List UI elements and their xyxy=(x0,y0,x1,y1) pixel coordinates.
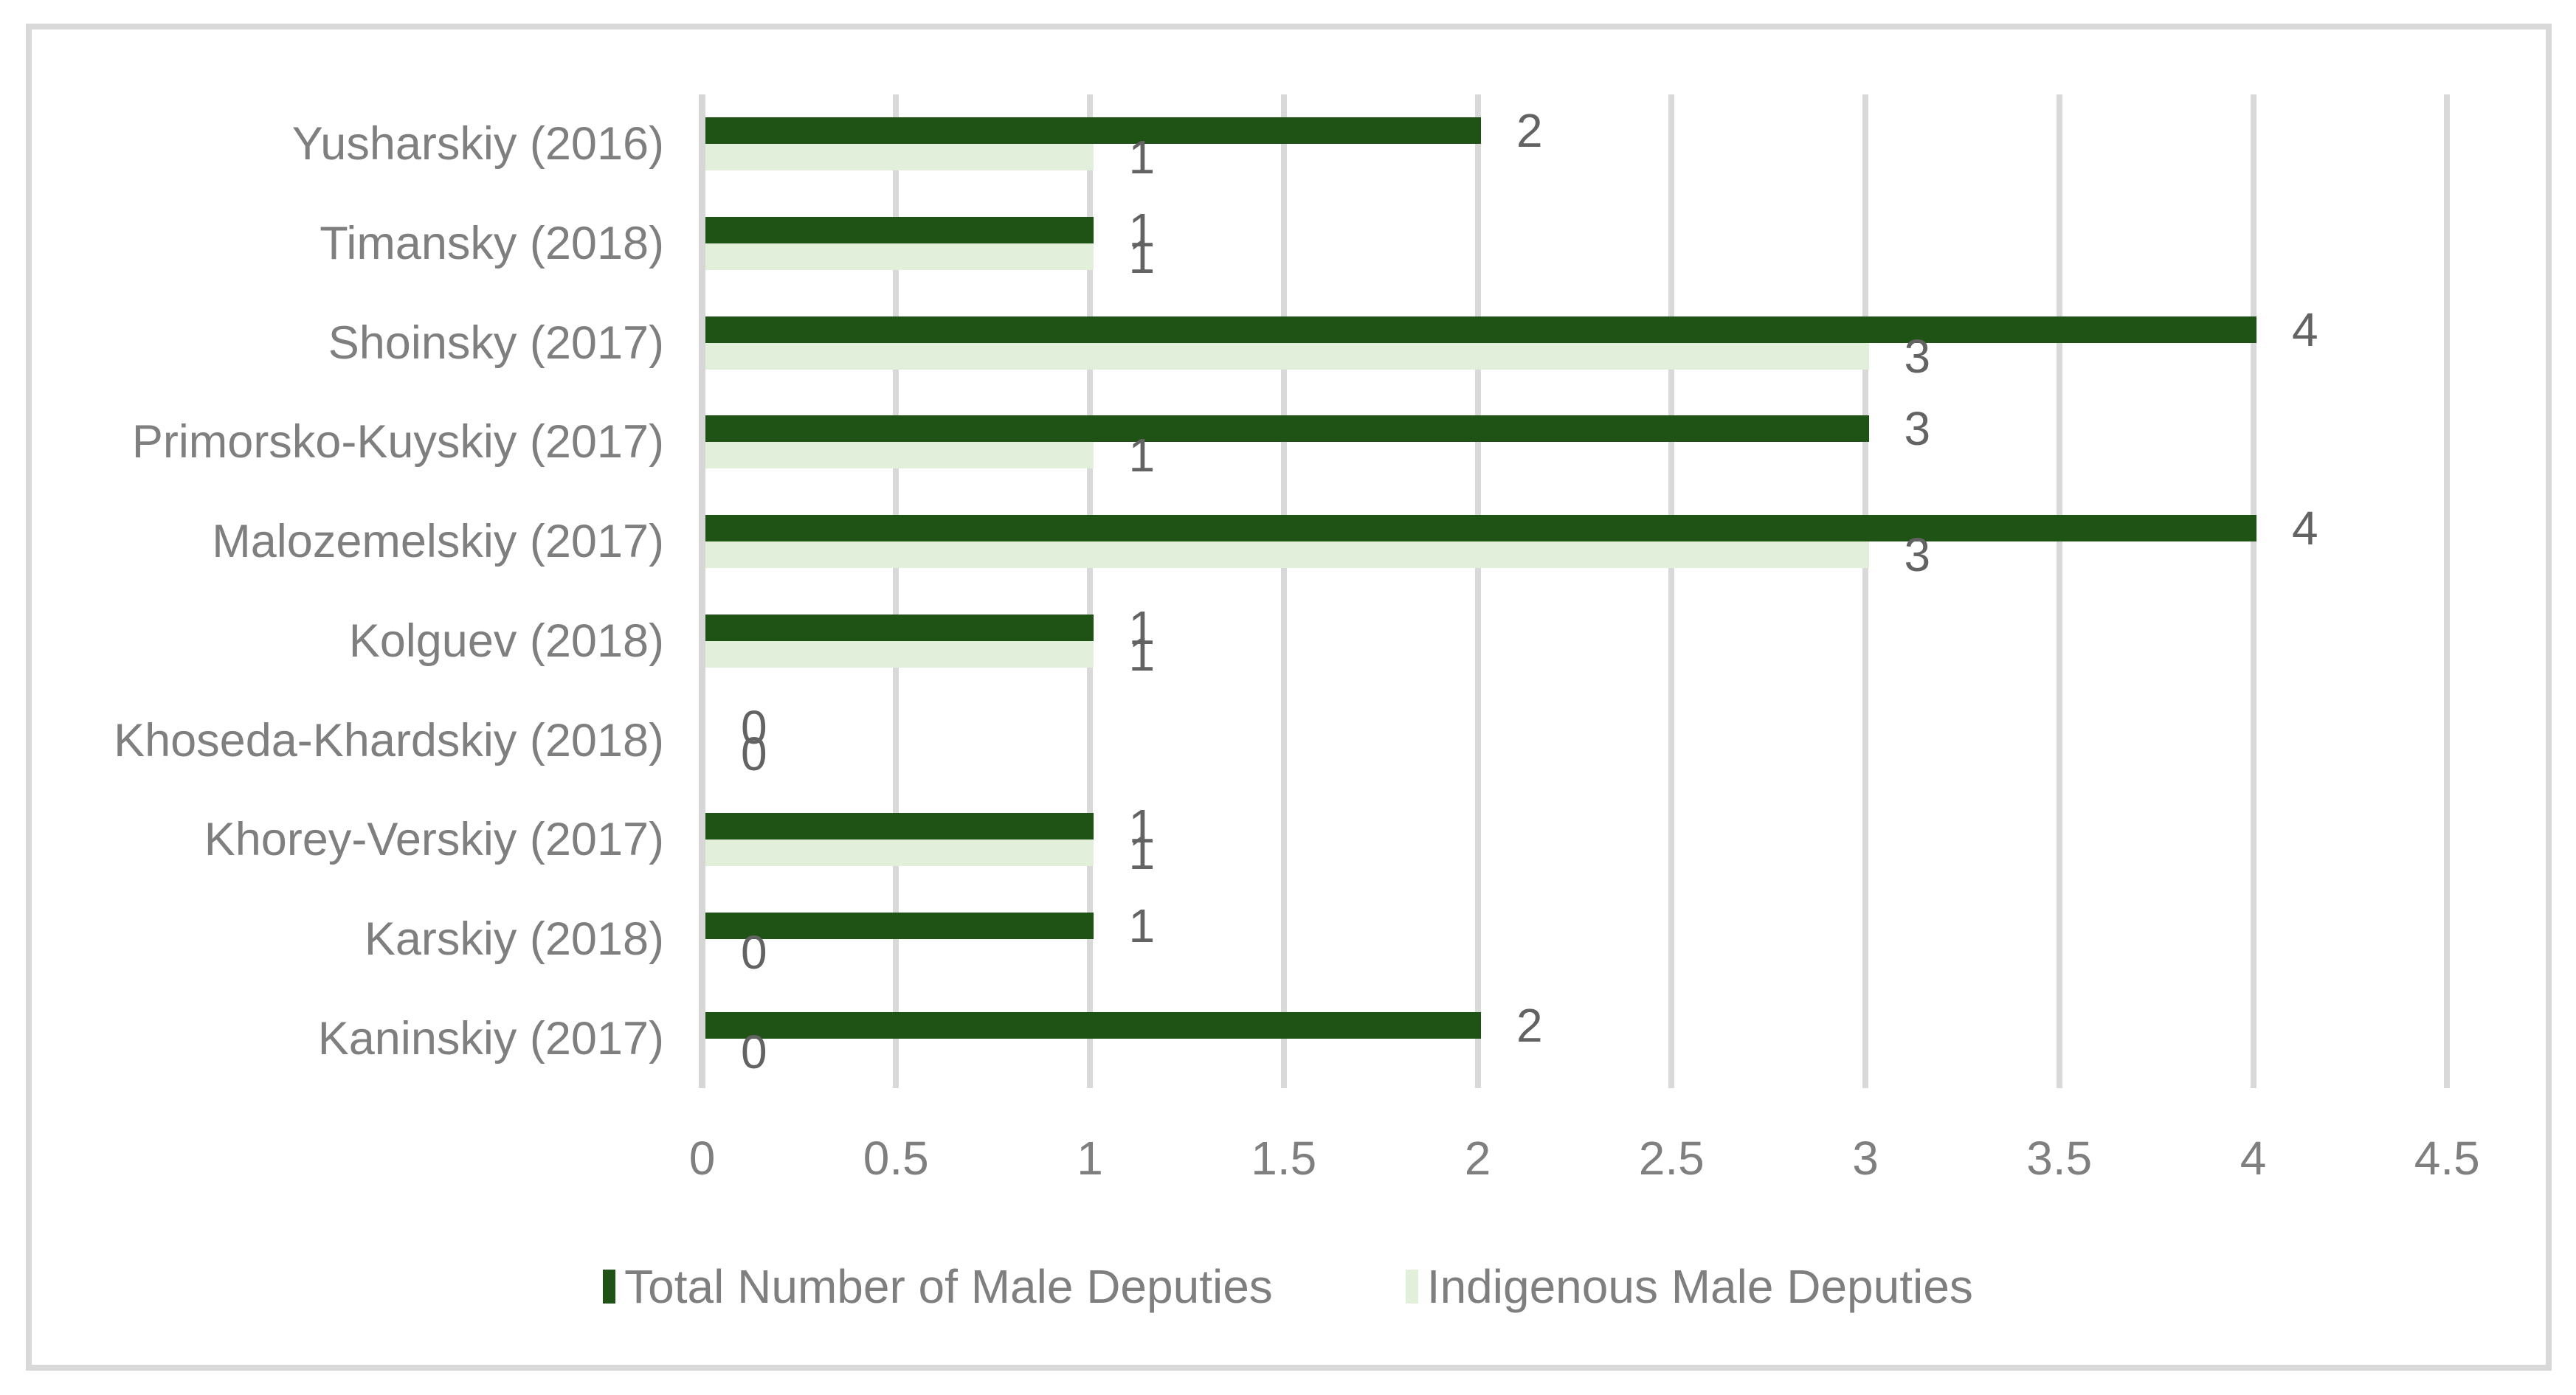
y-axis-line xyxy=(699,94,705,1088)
gridline xyxy=(1087,94,1093,1088)
x-tick-label: 2 xyxy=(1464,1132,1491,1185)
bar-indigenous xyxy=(705,640,1094,668)
x-tick-label: 1 xyxy=(1077,1132,1103,1185)
data-label-indigenous: 3 xyxy=(1904,528,1931,582)
data-label-indigenous: 1 xyxy=(1128,131,1156,184)
category-label: Khoseda-Khardskiy (2018) xyxy=(114,714,664,766)
gridline xyxy=(2250,94,2256,1088)
chart-frame xyxy=(26,24,2552,1371)
x-tick-label: 3.5 xyxy=(2026,1132,2093,1185)
bar-indigenous xyxy=(705,840,1094,867)
category-label: Yusharskiy (2016) xyxy=(291,118,664,170)
legend-swatch-indigenous xyxy=(1405,1270,1418,1304)
data-label-indigenous: 0 xyxy=(741,925,767,979)
gridline xyxy=(2444,94,2451,1088)
data-label-indigenous: 3 xyxy=(1904,329,1931,383)
x-tick-label: 4.5 xyxy=(2414,1132,2480,1185)
category-label: Khorey-Verskiy (2017) xyxy=(204,814,664,866)
data-label-total: 1 xyxy=(1128,899,1156,952)
legend-label-indigenous: Indigenous Male Deputies xyxy=(1426,1260,1973,1313)
legend-swatch-total xyxy=(603,1270,616,1304)
category-label: Kaninskiy (2017) xyxy=(317,1012,664,1065)
data-label-total: 4 xyxy=(2292,302,2318,356)
bar-indigenous xyxy=(705,442,1094,469)
legend-label-total: Total Number of Male Deputies xyxy=(624,1260,1273,1313)
legend-item-indigenous: Indigenous Male Deputies xyxy=(1405,1260,1973,1313)
data-label-total: 0 xyxy=(741,700,767,754)
x-tick-label: 0 xyxy=(688,1132,716,1185)
gridline xyxy=(1668,94,1675,1088)
bar-total xyxy=(705,1011,1481,1039)
bar-total xyxy=(705,813,1094,840)
data-label-indigenous: 1 xyxy=(1128,826,1156,880)
category-label: Timansky (2018) xyxy=(320,218,664,270)
bar-total xyxy=(705,217,1094,244)
data-label-indigenous: 1 xyxy=(1128,230,1156,284)
x-tick-label: 3 xyxy=(1852,1132,1879,1185)
data-label-total: 1 xyxy=(1128,800,1156,854)
category-label: Shoinsky (2017) xyxy=(328,316,664,369)
bar-indigenous xyxy=(705,243,1094,271)
data-label-total: 2 xyxy=(1516,104,1543,158)
bar-total xyxy=(705,316,2256,343)
gridline xyxy=(1280,94,1287,1088)
bar-total xyxy=(705,912,1094,939)
data-label-total: 4 xyxy=(2292,502,2318,555)
category-label: Primorsko-Kuyskiy (2017) xyxy=(131,416,664,468)
x-tick-label: 1.5 xyxy=(1251,1132,1317,1185)
data-label-total: 3 xyxy=(1904,402,1931,456)
legend-item-total: Total Number of Male Deputies xyxy=(603,1263,1273,1310)
gridline xyxy=(1862,94,1868,1088)
category-label: Kolguev (2018) xyxy=(348,615,664,667)
data-label-indigenous: 0 xyxy=(741,727,767,780)
bar-total xyxy=(705,117,1481,145)
gridline xyxy=(2056,94,2062,1088)
bar-total xyxy=(705,415,1869,443)
bar-indigenous xyxy=(705,342,1869,370)
legend: Total Number of Male Deputies Indigenous … xyxy=(0,1263,2576,1310)
x-tick-label: 0.5 xyxy=(863,1132,929,1185)
gridline xyxy=(893,94,899,1088)
category-label: Malozemelskiy (2017) xyxy=(212,516,664,568)
gridline xyxy=(1474,94,1481,1088)
x-tick-label: 2.5 xyxy=(1638,1132,1705,1185)
bar-indigenous xyxy=(705,144,1094,171)
data-label-indigenous: 1 xyxy=(1128,627,1156,681)
bar-total xyxy=(705,515,2256,542)
data-label-total: 1 xyxy=(1128,600,1156,654)
bar-indigenous xyxy=(705,541,1869,569)
data-label-indigenous: 0 xyxy=(741,1025,767,1079)
category-label: Karskiy (2018) xyxy=(364,913,664,965)
x-tick-label: 4 xyxy=(2240,1132,2267,1185)
data-label-indigenous: 1 xyxy=(1128,429,1156,482)
data-label-total: 1 xyxy=(1128,204,1156,257)
data-label-total: 2 xyxy=(1516,998,1543,1052)
bar-total xyxy=(705,614,1094,641)
